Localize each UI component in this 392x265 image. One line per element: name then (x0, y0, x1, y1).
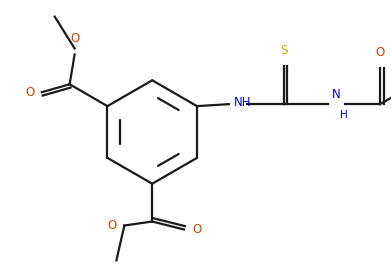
Text: O: O (376, 46, 385, 59)
Text: NH: NH (234, 96, 251, 109)
Text: O: O (70, 32, 79, 46)
Text: S: S (280, 45, 287, 58)
Text: H: H (340, 110, 348, 120)
Text: O: O (107, 219, 116, 232)
Text: O: O (192, 223, 201, 236)
Text: O: O (25, 86, 35, 99)
Text: N: N (332, 88, 341, 101)
